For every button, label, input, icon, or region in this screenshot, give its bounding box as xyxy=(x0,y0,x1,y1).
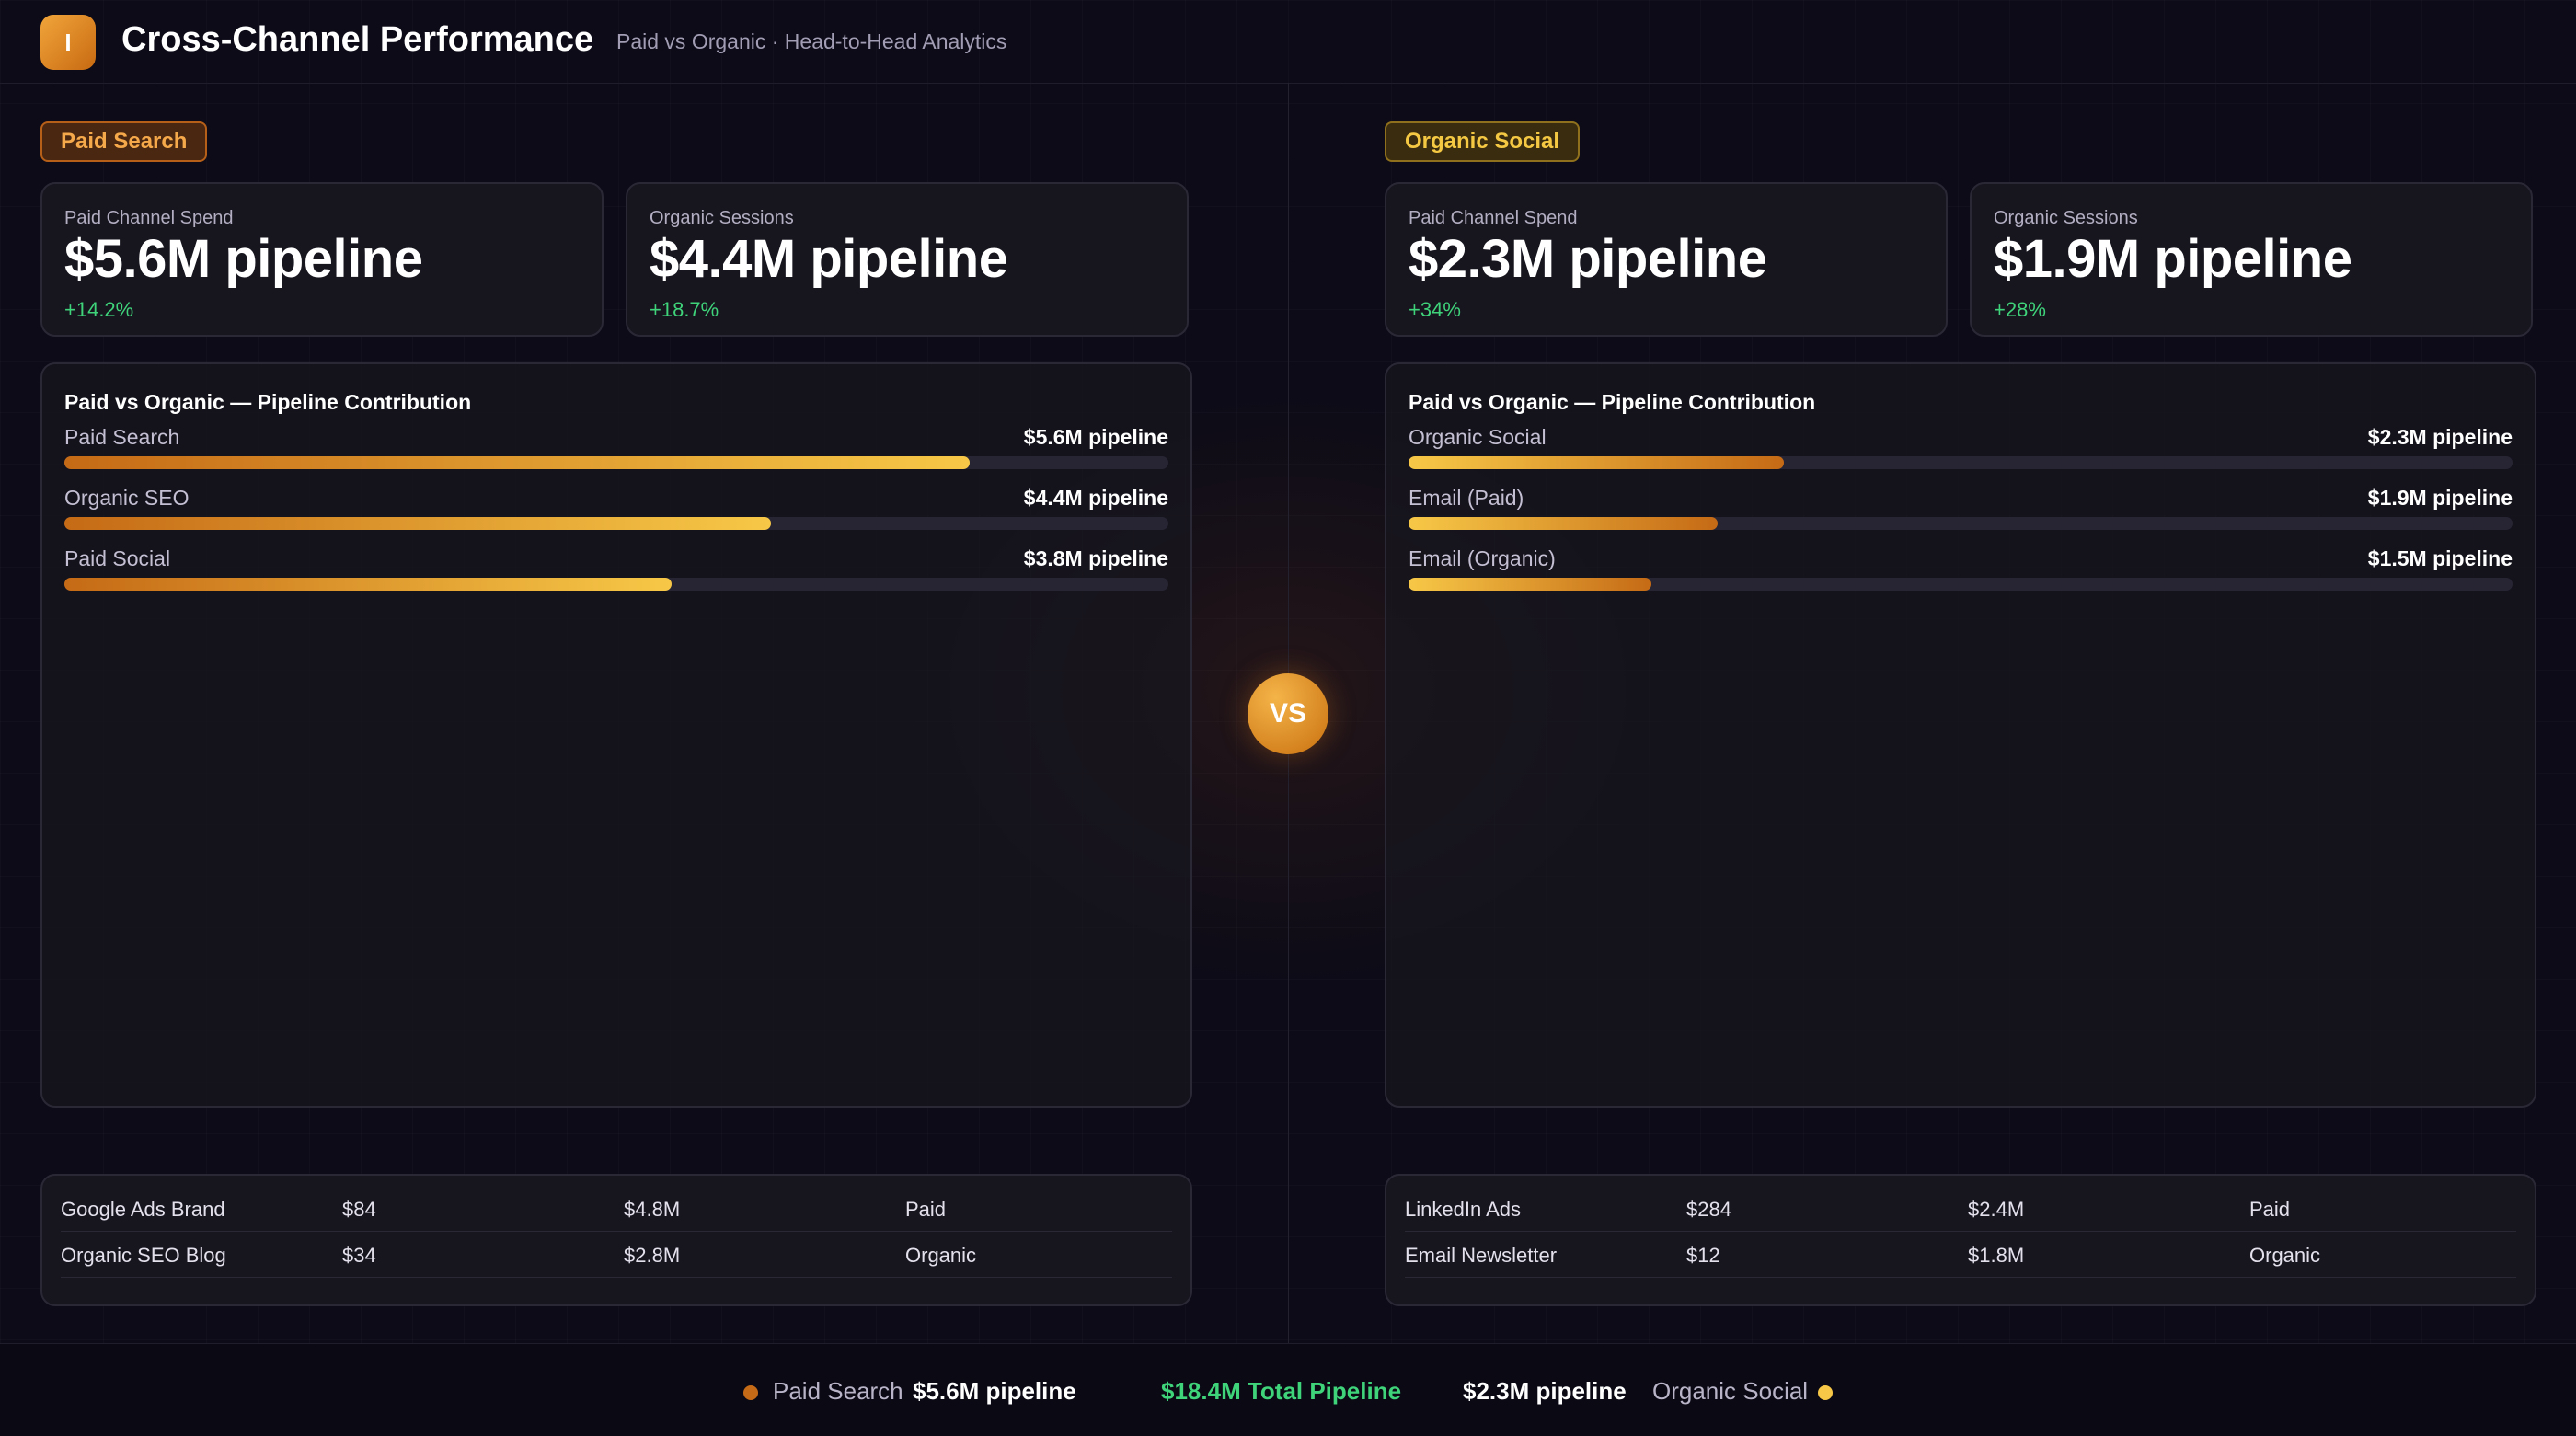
vs-badge: VS xyxy=(1248,673,1328,754)
contribution-title: Paid vs Organic — Pipeline Contribution xyxy=(64,390,472,414)
table-cell-cost: $284 xyxy=(1686,1198,1731,1221)
footer-right-value: $2.3M pipeline xyxy=(1463,1377,1627,1405)
table-row[interactable]: Organic SEO Blog $34 $2.8M Organic xyxy=(61,1231,1172,1278)
bar-track xyxy=(1409,578,2513,591)
bar-fill xyxy=(1409,456,1784,469)
kpi-delta: +34% xyxy=(1409,298,1461,321)
kpi-delta: +28% xyxy=(1994,298,2046,321)
bar-value: $1.5M pipeline xyxy=(2367,546,2513,570)
table-cell-pipeline: $1.8M xyxy=(1968,1244,2025,1267)
contribution-bar-row: Organic Social $2.3M pipeline xyxy=(1409,425,2513,471)
table-cell-pipeline: $4.8M xyxy=(624,1198,681,1221)
kpi-label: Paid Channel Spend xyxy=(1409,208,1578,228)
kpi-label: Organic Sessions xyxy=(650,208,794,228)
contribution-bar-row: Paid Social $3.8M pipeline xyxy=(64,546,1168,592)
kpi-value: $4.4M pipeline xyxy=(650,229,1008,289)
contribution-panel: Paid vs Organic — Pipeline Contribution … xyxy=(1385,362,2536,1108)
contribution-bar-row: Email (Paid) $1.9M pipeline xyxy=(1409,486,2513,532)
page-subtitle: Paid vs Organic · Head-to-Head Analytics xyxy=(616,29,1007,53)
kpi-card: Paid Channel Spend $2.3M pipeline +34% xyxy=(1385,182,1948,337)
footer-left-name: Paid Search xyxy=(773,1377,903,1405)
table-cell-cost: $12 xyxy=(1686,1244,1720,1267)
bar-value: $2.3M pipeline xyxy=(2367,425,2513,449)
bar-fill xyxy=(1409,578,1651,591)
channel-table: Google Ads Brand $84 $4.8M Paid Organic … xyxy=(40,1174,1192,1306)
table-row[interactable]: Google Ads Brand $84 $4.8M Paid xyxy=(61,1185,1172,1232)
header: I Cross-Channel Performance Paid vs Orga… xyxy=(0,0,2576,84)
kpi-value: $1.9M pipeline xyxy=(1994,229,2352,289)
contribution-panel: Paid vs Organic — Pipeline Contribution … xyxy=(40,362,1192,1108)
kpi-card: Paid Channel Spend $5.6M pipeline +14.2% xyxy=(40,182,604,337)
table-cell-cost: $84 xyxy=(342,1198,376,1221)
kpi-card: Organic Sessions $1.9M pipeline +28% xyxy=(1970,182,2533,337)
table-cell-channel: LinkedIn Ads xyxy=(1405,1198,1521,1221)
table-cell-type: Paid xyxy=(905,1198,947,1221)
kpi-value: $5.6M pipeline xyxy=(64,229,423,289)
kpi-label: Organic Sessions xyxy=(1994,208,2138,228)
table-cell-channel: Organic SEO Blog xyxy=(61,1244,226,1267)
table-cell-pipeline: $2.4M xyxy=(1968,1198,2025,1221)
page-title: Cross-Channel Performance xyxy=(121,20,594,59)
bar-label: Organic Social xyxy=(1409,425,1547,449)
bar-value: $3.8M pipeline xyxy=(1023,546,1168,570)
table-cell-cost: $34 xyxy=(342,1244,376,1267)
bar-fill xyxy=(64,517,771,530)
contribution-bar-row: Paid Search $5.6M pipeline xyxy=(64,425,1168,471)
kpi-label: Paid Channel Spend xyxy=(64,208,234,228)
bar-label: Paid Social xyxy=(64,546,171,570)
table-row[interactable]: Email Newsletter $12 $1.8M Organic xyxy=(1405,1231,2516,1278)
left-channel-tag: Paid Search xyxy=(40,121,208,162)
channel-table: LinkedIn Ads $284 $2.4M Paid Email Newsl… xyxy=(1385,1174,2536,1306)
table-cell-type: Paid xyxy=(2249,1198,2291,1221)
bar-fill xyxy=(64,578,672,591)
bar-value: $4.4M pipeline xyxy=(1023,486,1168,510)
table-row[interactable]: LinkedIn Ads $284 $2.4M Paid xyxy=(1405,1185,2516,1232)
footer-total: $18.4M Total Pipeline xyxy=(1161,1377,1402,1405)
paid-dot-icon xyxy=(743,1385,758,1400)
bar-track xyxy=(1409,456,2513,469)
table-cell-channel: Google Ads Brand xyxy=(61,1198,225,1221)
footer-left-value: $5.6M pipeline xyxy=(913,1377,1076,1405)
kpi-card: Organic Sessions $4.4M pipeline +18.7% xyxy=(626,182,1189,337)
organic-dot-icon xyxy=(1818,1385,1833,1400)
kpi-delta: +14.2% xyxy=(64,298,134,321)
bar-label: Email (Organic) xyxy=(1409,546,1556,570)
footer-summary: Paid Search $5.6M pipeline $18.4M Total … xyxy=(0,1343,2576,1436)
kpi-delta: +18.7% xyxy=(650,298,719,321)
table-cell-pipeline: $2.8M xyxy=(624,1244,681,1267)
bar-label: Organic SEO xyxy=(64,486,190,510)
bar-track xyxy=(1409,517,2513,530)
right-channel-tag: Organic Social xyxy=(1385,121,1581,162)
bar-fill xyxy=(64,456,970,469)
app-logo: I xyxy=(40,15,96,70)
bar-value: $5.6M pipeline xyxy=(1023,425,1168,449)
table-cell-type: Organic xyxy=(905,1244,977,1267)
table-cell-type: Organic xyxy=(2249,1244,2321,1267)
contribution-bar-row: Organic SEO $4.4M pipeline xyxy=(64,486,1168,532)
bar-label: Email (Paid) xyxy=(1409,486,1524,510)
bar-track xyxy=(64,578,1168,591)
table-cell-channel: Email Newsletter xyxy=(1405,1244,1558,1267)
contribution-title: Paid vs Organic — Pipeline Contribution xyxy=(1409,390,1816,414)
contribution-bar-row: Email (Organic) $1.5M pipeline xyxy=(1409,546,2513,592)
bar-track xyxy=(64,517,1168,530)
bar-label: Paid Search xyxy=(64,425,180,449)
bar-value: $1.9M pipeline xyxy=(2367,486,2513,510)
bar-fill xyxy=(1409,517,1718,530)
footer-right-name: Organic Social xyxy=(1652,1377,1809,1405)
bar-track xyxy=(64,456,1168,469)
kpi-value: $2.3M pipeline xyxy=(1409,229,1767,289)
